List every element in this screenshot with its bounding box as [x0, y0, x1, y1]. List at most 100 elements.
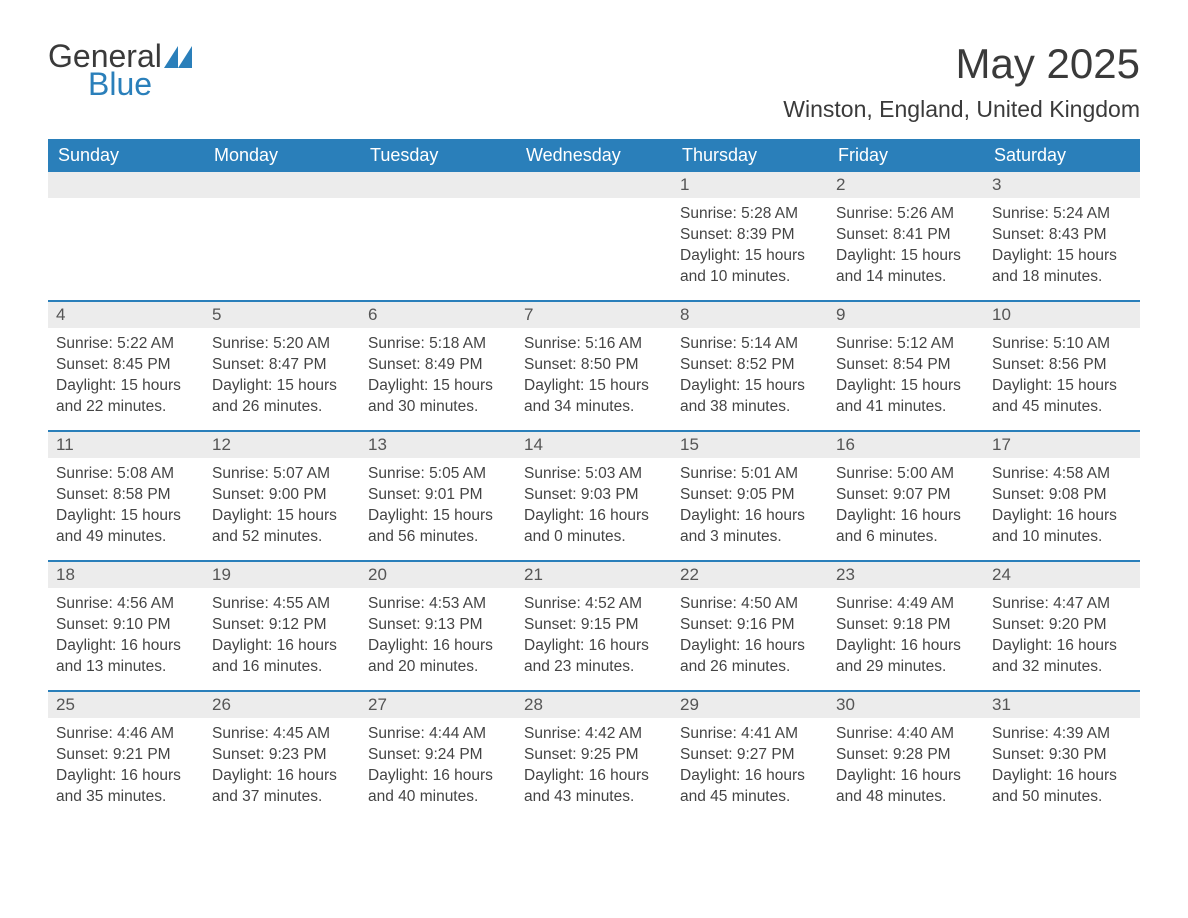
day-content: Sunrise: 5:05 AMSunset: 9:01 PMDaylight:…: [360, 458, 516, 554]
day-content: Sunrise: 5:28 AMSunset: 8:39 PMDaylight:…: [672, 198, 828, 294]
triangle-icon: [164, 46, 192, 68]
daylight-text: Daylight: 16 hours and 40 minutes.: [368, 766, 508, 808]
daylight-text: Daylight: 15 hours and 10 minutes.: [680, 246, 820, 288]
sunrise-text: Sunrise: 5:01 AM: [680, 464, 820, 485]
weekday-header-row: Sunday Monday Tuesday Wednesday Thursday…: [48, 139, 1140, 172]
sunset-text: Sunset: 8:54 PM: [836, 355, 976, 376]
sunset-text: Sunset: 9:10 PM: [56, 615, 196, 636]
daylight-text: Daylight: 15 hours and 52 minutes.: [212, 506, 352, 548]
sunrise-text: Sunrise: 5:05 AM: [368, 464, 508, 485]
sunset-text: Sunset: 8:52 PM: [680, 355, 820, 376]
calendar-cell: [516, 172, 672, 300]
daylight-text: Daylight: 16 hours and 50 minutes.: [992, 766, 1132, 808]
daylight-text: Daylight: 15 hours and 18 minutes.: [992, 246, 1132, 288]
day-number: 16: [828, 432, 984, 458]
day-number: 17: [984, 432, 1140, 458]
calendar-cell: 13Sunrise: 5:05 AMSunset: 9:01 PMDayligh…: [360, 432, 516, 560]
calendar-cell: 2Sunrise: 5:26 AMSunset: 8:41 PMDaylight…: [828, 172, 984, 300]
day-number: 26: [204, 692, 360, 718]
day-content: Sunrise: 4:41 AMSunset: 9:27 PMDaylight:…: [672, 718, 828, 814]
day-number: 25: [48, 692, 204, 718]
sunset-text: Sunset: 9:18 PM: [836, 615, 976, 636]
daylight-text: Daylight: 16 hours and 23 minutes.: [524, 636, 664, 678]
day-content: Sunrise: 4:53 AMSunset: 9:13 PMDaylight:…: [360, 588, 516, 684]
calendar-cell: 5Sunrise: 5:20 AMSunset: 8:47 PMDaylight…: [204, 302, 360, 430]
calendar-cell: 10Sunrise: 5:10 AMSunset: 8:56 PMDayligh…: [984, 302, 1140, 430]
sunset-text: Sunset: 9:24 PM: [368, 745, 508, 766]
day-number: 3: [984, 172, 1140, 198]
day-content: Sunrise: 5:03 AMSunset: 9:03 PMDaylight:…: [516, 458, 672, 554]
sunset-text: Sunset: 9:25 PM: [524, 745, 664, 766]
sunset-text: Sunset: 9:15 PM: [524, 615, 664, 636]
daylight-text: Daylight: 15 hours and 22 minutes.: [56, 376, 196, 418]
sunrise-text: Sunrise: 4:44 AM: [368, 724, 508, 745]
calendar-cell: 7Sunrise: 5:16 AMSunset: 8:50 PMDaylight…: [516, 302, 672, 430]
daylight-text: Daylight: 16 hours and 35 minutes.: [56, 766, 196, 808]
sunrise-text: Sunrise: 5:26 AM: [836, 204, 976, 225]
sunrise-text: Sunrise: 4:52 AM: [524, 594, 664, 615]
daylight-text: Daylight: 15 hours and 38 minutes.: [680, 376, 820, 418]
header: General Blue May 2025 Winston, England, …: [48, 40, 1140, 135]
sunrise-text: Sunrise: 4:50 AM: [680, 594, 820, 615]
calendar-cell: 9Sunrise: 5:12 AMSunset: 8:54 PMDaylight…: [828, 302, 984, 430]
calendar-cell: 17Sunrise: 4:58 AMSunset: 9:08 PMDayligh…: [984, 432, 1140, 560]
calendar-cell: 14Sunrise: 5:03 AMSunset: 9:03 PMDayligh…: [516, 432, 672, 560]
day-content: Sunrise: 5:08 AMSunset: 8:58 PMDaylight:…: [48, 458, 204, 554]
daylight-text: Daylight: 16 hours and 48 minutes.: [836, 766, 976, 808]
day-content: Sunrise: 4:50 AMSunset: 9:16 PMDaylight:…: [672, 588, 828, 684]
day-number: 22: [672, 562, 828, 588]
day-number: [204, 172, 360, 198]
day-content: Sunrise: 5:01 AMSunset: 9:05 PMDaylight:…: [672, 458, 828, 554]
calendar-cell: 25Sunrise: 4:46 AMSunset: 9:21 PMDayligh…: [48, 692, 204, 820]
day-content: Sunrise: 5:07 AMSunset: 9:00 PMDaylight:…: [204, 458, 360, 554]
day-number: 21: [516, 562, 672, 588]
daylight-text: Daylight: 16 hours and 45 minutes.: [680, 766, 820, 808]
day-content: Sunrise: 5:10 AMSunset: 8:56 PMDaylight:…: [984, 328, 1140, 424]
sunset-text: Sunset: 8:43 PM: [992, 225, 1132, 246]
page-title: May 2025: [783, 40, 1140, 88]
day-number: 8: [672, 302, 828, 328]
logo: General Blue: [48, 40, 192, 100]
location-subtitle: Winston, England, United Kingdom: [783, 96, 1140, 123]
daylight-text: Daylight: 15 hours and 56 minutes.: [368, 506, 508, 548]
day-number: 7: [516, 302, 672, 328]
sunset-text: Sunset: 9:00 PM: [212, 485, 352, 506]
sunset-text: Sunset: 9:13 PM: [368, 615, 508, 636]
daylight-text: Daylight: 16 hours and 43 minutes.: [524, 766, 664, 808]
calendar-cell: 3Sunrise: 5:24 AMSunset: 8:43 PMDaylight…: [984, 172, 1140, 300]
daylight-text: Daylight: 16 hours and 10 minutes.: [992, 506, 1132, 548]
daylight-text: Daylight: 16 hours and 0 minutes.: [524, 506, 664, 548]
daylight-text: Daylight: 15 hours and 49 minutes.: [56, 506, 196, 548]
sunset-text: Sunset: 9:01 PM: [368, 485, 508, 506]
sunset-text: Sunset: 9:20 PM: [992, 615, 1132, 636]
week-row: 11Sunrise: 5:08 AMSunset: 8:58 PMDayligh…: [48, 430, 1140, 560]
day-number: 23: [828, 562, 984, 588]
day-number: 28: [516, 692, 672, 718]
sunset-text: Sunset: 9:07 PM: [836, 485, 976, 506]
sunset-text: Sunset: 9:30 PM: [992, 745, 1132, 766]
calendar-cell: 22Sunrise: 4:50 AMSunset: 9:16 PMDayligh…: [672, 562, 828, 690]
sunrise-text: Sunrise: 5:22 AM: [56, 334, 196, 355]
calendar-cell: 20Sunrise: 4:53 AMSunset: 9:13 PMDayligh…: [360, 562, 516, 690]
day-content: Sunrise: 5:22 AMSunset: 8:45 PMDaylight:…: [48, 328, 204, 424]
day-content: Sunrise: 4:55 AMSunset: 9:12 PMDaylight:…: [204, 588, 360, 684]
calendar-cell: 19Sunrise: 4:55 AMSunset: 9:12 PMDayligh…: [204, 562, 360, 690]
calendar-cell: 12Sunrise: 5:07 AMSunset: 9:00 PMDayligh…: [204, 432, 360, 560]
day-number: [516, 172, 672, 198]
daylight-text: Daylight: 15 hours and 34 minutes.: [524, 376, 664, 418]
logo-text-block: General Blue: [48, 40, 162, 100]
daylight-text: Daylight: 16 hours and 3 minutes.: [680, 506, 820, 548]
logo-word-2: Blue: [88, 68, 162, 100]
sunrise-text: Sunrise: 4:46 AM: [56, 724, 196, 745]
day-content: Sunrise: 4:40 AMSunset: 9:28 PMDaylight:…: [828, 718, 984, 814]
weekday-header: Tuesday: [360, 139, 516, 172]
calendar-cell: 26Sunrise: 4:45 AMSunset: 9:23 PMDayligh…: [204, 692, 360, 820]
day-number: 15: [672, 432, 828, 458]
sunrise-text: Sunrise: 4:56 AM: [56, 594, 196, 615]
calendar-cell: 18Sunrise: 4:56 AMSunset: 9:10 PMDayligh…: [48, 562, 204, 690]
daylight-text: Daylight: 15 hours and 26 minutes.: [212, 376, 352, 418]
sunset-text: Sunset: 8:58 PM: [56, 485, 196, 506]
sunrise-text: Sunrise: 4:41 AM: [680, 724, 820, 745]
day-number: 30: [828, 692, 984, 718]
week-row: 25Sunrise: 4:46 AMSunset: 9:21 PMDayligh…: [48, 690, 1140, 820]
